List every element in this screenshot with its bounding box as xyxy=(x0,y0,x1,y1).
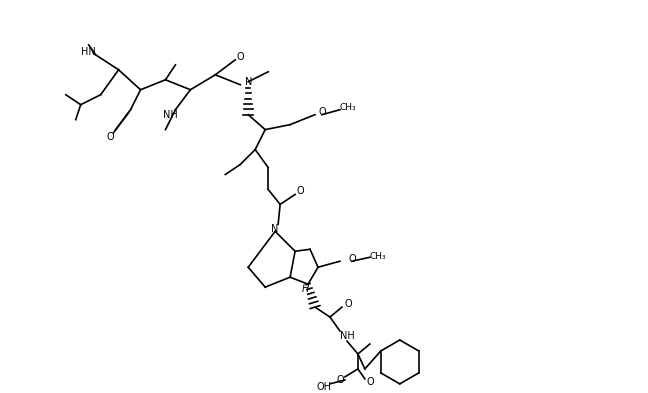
Text: NH: NH xyxy=(340,331,354,341)
Text: HN: HN xyxy=(81,47,96,57)
Text: H: H xyxy=(301,284,308,294)
Text: N: N xyxy=(244,77,252,87)
Text: OH: OH xyxy=(316,382,332,392)
Text: NH: NH xyxy=(163,110,178,119)
Text: O: O xyxy=(318,107,326,117)
Text: CH₃: CH₃ xyxy=(369,252,386,261)
Text: O: O xyxy=(366,377,374,387)
Text: O: O xyxy=(344,299,352,309)
Text: O: O xyxy=(107,132,115,141)
Text: O: O xyxy=(296,186,304,196)
Text: CH₃: CH₃ xyxy=(340,103,356,112)
Text: O: O xyxy=(336,375,344,385)
Text: N: N xyxy=(272,224,279,234)
Text: O: O xyxy=(237,52,244,62)
Text: O: O xyxy=(348,254,356,264)
